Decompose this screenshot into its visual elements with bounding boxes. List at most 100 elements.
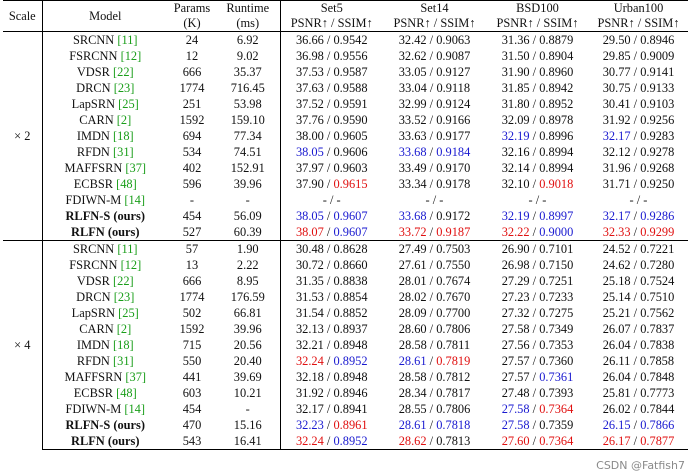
- citation-link[interactable]: [18]: [113, 338, 134, 352]
- metric-value: 37.53 / 0.9587: [295, 65, 368, 79]
- citation-link[interactable]: [37]: [125, 370, 147, 384]
- citation-link[interactable]: [37]: [125, 161, 147, 175]
- bsd100-cell: 27.58 / 0.7359: [486, 417, 589, 433]
- metric-value: 33.63 / 0.9177: [398, 129, 471, 143]
- set5-cell: 37.90 / 0.9615: [280, 176, 383, 192]
- table-row: IMDN [18] 694 77.34 38.00 / 0.9605 33.63 / 0…: [3, 128, 688, 144]
- urban100-cell: 30.75 / 0.9133: [589, 80, 688, 96]
- model-label: VDSR: [76, 274, 110, 288]
- metric-value: 37.76 / 0.9590: [295, 113, 368, 127]
- citation-link[interactable]: [25]: [118, 306, 139, 320]
- set5-cell: 37.53 / 0.9587: [280, 64, 383, 80]
- metric-value: /: [323, 418, 334, 432]
- metric-value: 27.29 / 0.7251: [501, 274, 574, 288]
- metric-value: 26.98 / 0.7150: [501, 258, 574, 272]
- model-name: DRCN [23]: [42, 289, 168, 305]
- model-name: LapSRN [25]: [42, 96, 168, 112]
- metric-value: 30.41 / 0.9103: [602, 97, 675, 111]
- metric-value: 32.62 / 0.9087: [398, 49, 471, 63]
- table-row: RLFN (ours) 527 60.39 38.07 / 0.9607 33.72 /…: [3, 224, 688, 241]
- model-name: DRCN [23]: [42, 80, 168, 96]
- citation-link[interactable]: [11]: [117, 242, 138, 256]
- metric-value: 24.52 / 0.7221: [602, 242, 675, 256]
- runtime-cell: 39.96: [216, 321, 281, 337]
- params-cell: 502: [182, 306, 202, 320]
- metric-value: 38.05: [295, 145, 324, 159]
- citation-link[interactable]: [14]: [124, 402, 146, 416]
- model-name: RFDN [31]: [42, 144, 168, 160]
- model-name: MAFFSRN [37]: [42, 369, 168, 385]
- metric-value: 32.23: [295, 418, 324, 432]
- metric-value: 32.17: [602, 209, 631, 223]
- model-name: SRCNN [11]: [42, 31, 168, 48]
- citation-link[interactable]: [48]: [116, 177, 137, 191]
- set14-cell: 28.55 / 0.7806: [383, 401, 486, 417]
- urban100-cell: 26.02 / 0.7844: [589, 401, 688, 417]
- params-cell: 454: [182, 402, 202, 416]
- metric-value: 0.9187: [436, 225, 471, 239]
- metric-value: 37.63 / 0.9588: [295, 81, 368, 95]
- header-scale: Scale: [3, 0, 43, 32]
- set5-cell: 31.35 / 0.8838: [280, 273, 383, 289]
- model-label: FSRCNN: [69, 49, 118, 63]
- bsd100-cell: 32.14 / 0.8994: [486, 160, 589, 176]
- metric-value: /: [630, 225, 641, 239]
- citation-link[interactable]: [18]: [113, 129, 134, 143]
- set5-cell: 30.72 / 0.8660: [280, 257, 383, 273]
- citation-link[interactable]: [14]: [124, 193, 146, 207]
- set14-cell: 28.01 / 0.7674: [383, 273, 486, 289]
- citation-link[interactable]: [2]: [116, 113, 132, 127]
- metric-value: 32.17 / 0.8941: [295, 402, 368, 416]
- metric-value: 32.22: [501, 225, 530, 239]
- bsd100-cell: 27.23 / 0.7233: [486, 289, 589, 305]
- model-name: MAFFSRN [37]: [42, 160, 168, 176]
- metric-value: 28.60 / 0.7806: [398, 322, 471, 336]
- citation-link[interactable]: [31]: [113, 145, 134, 159]
- urban100-cell: 26.04 / 0.7848: [589, 369, 688, 385]
- metric-value: 33.72: [398, 225, 427, 239]
- metric-value: 37.52 / 0.9591: [295, 97, 368, 111]
- set14-cell: 33.68 / 0.9172: [383, 208, 486, 224]
- citation-link[interactable]: [12]: [120, 258, 142, 272]
- set14-cell: 33.68 / 0.9184: [383, 144, 486, 160]
- header-model: Model: [89, 8, 122, 23]
- table-row: IMDN [18] 715 20.56 32.21 / 0.8948 28.58 / 0…: [3, 337, 688, 353]
- citation-link[interactable]: [22]: [113, 65, 134, 79]
- bsd100-cell: 32.16 / 0.8994: [486, 144, 589, 160]
- metric-value: 27.57 /: [501, 370, 540, 384]
- runtime-cell: 39.96: [216, 176, 281, 192]
- citation-link[interactable]: [2]: [116, 322, 132, 336]
- citation-link[interactable]: [22]: [113, 274, 134, 288]
- metric-value: 0.9286: [640, 209, 675, 223]
- metric-value: 0.8952: [333, 434, 368, 448]
- citation-link[interactable]: [12]: [120, 49, 142, 63]
- set5-cell: 36.98 / 0.9556: [280, 48, 383, 64]
- params-cell: 454: [182, 209, 202, 223]
- citation-link[interactable]: [31]: [113, 354, 134, 368]
- model-name: LapSRN [25]: [42, 305, 168, 321]
- metric-value: 0.9184: [436, 145, 471, 159]
- bsd100-cell: 27.32 / 0.7275: [486, 305, 589, 321]
- metric-value: /: [529, 434, 540, 448]
- metric-value: 24.62 / 0.7280: [602, 258, 675, 272]
- metric-value: 29.85 / 0.9009: [602, 49, 675, 63]
- citation-link[interactable]: [11]: [117, 33, 138, 47]
- metric-value: /: [630, 209, 641, 223]
- metric-value: 28.61: [398, 354, 427, 368]
- citation-link[interactable]: [23]: [113, 81, 135, 95]
- urban100-cell: 24.62 / 0.7280: [589, 257, 688, 273]
- citation-link[interactable]: [25]: [118, 97, 139, 111]
- metric-value: 0.9299: [640, 225, 675, 239]
- metric-value: 38.05: [295, 209, 324, 223]
- table-row: LapSRN [25] 251 53.98 37.52 / 0.9591 32.99 /…: [3, 96, 688, 112]
- urban100-cell: 32.17 / 0.9286: [589, 208, 688, 224]
- set5-cell: 32.13 / 0.8937: [280, 321, 383, 337]
- metric-value: /: [426, 418, 437, 432]
- metric-value: 26.07 / 0.7837: [602, 322, 675, 336]
- citation-link[interactable]: [23]: [113, 290, 135, 304]
- urban100-cell: 31.96 / 0.9268: [589, 160, 688, 176]
- set5-cell: 38.07 / 0.9607: [280, 224, 383, 241]
- runtime-cell: 10.21: [216, 385, 281, 401]
- metric-value: 25.14 / 0.7510: [602, 290, 675, 304]
- citation-link[interactable]: [48]: [116, 386, 137, 400]
